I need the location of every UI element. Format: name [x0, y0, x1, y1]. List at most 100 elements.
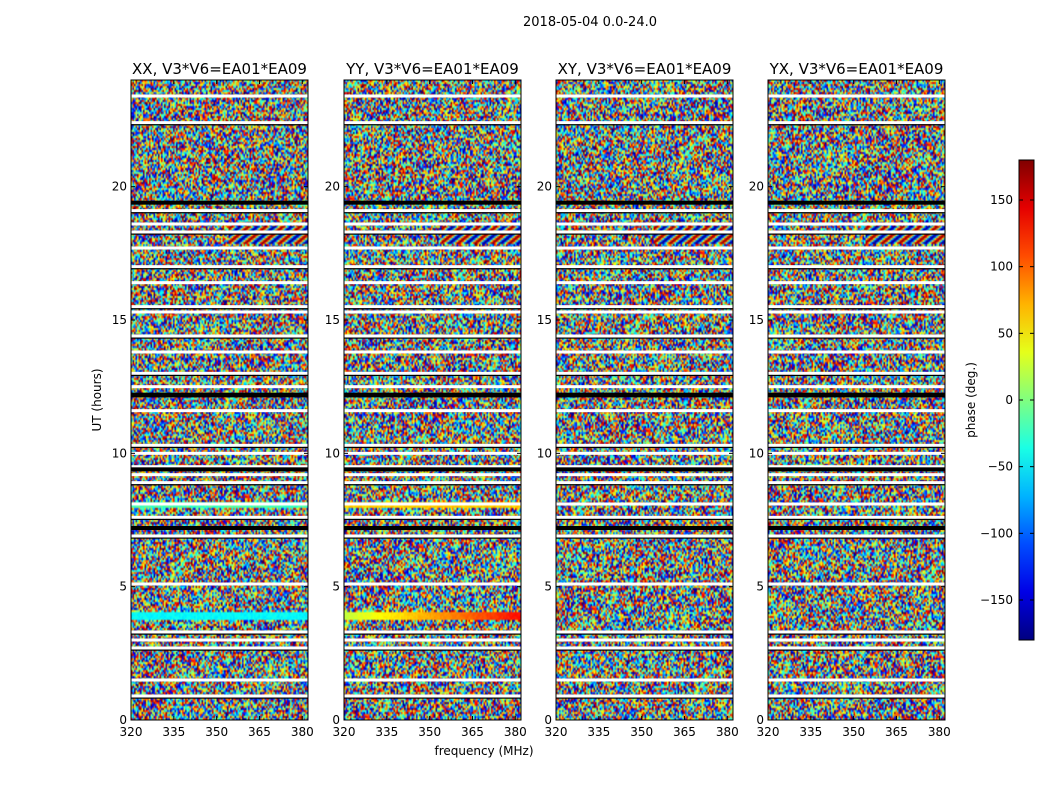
y-tick-label: 10: [537, 446, 552, 460]
x-tick-label: 365: [673, 725, 696, 739]
flagged-band: [556, 305, 733, 309]
x-axis-label: frequency (MHz): [434, 744, 533, 758]
flagged-band: [556, 350, 733, 354]
flagged-band: [768, 385, 945, 389]
flagged-band: [768, 230, 945, 234]
x-tick-label: 320: [545, 725, 568, 739]
flagged-edge: [768, 396, 945, 398]
flagged-edge: [344, 446, 521, 449]
flagged-band: [344, 209, 521, 213]
gap-band: [131, 200, 308, 205]
gap-band: [556, 526, 733, 530]
flagged-band: [344, 222, 521, 226]
phase-heatmap: [768, 80, 945, 720]
flagged-band: [131, 222, 308, 226]
gap-band: [768, 392, 945, 397]
flagged-band: [556, 310, 733, 314]
x-tick-label: 320: [757, 725, 780, 739]
panel-3: YX, V3*V6=EA01*EA09 320 335 350 365 380 0 5 10 15…: [749, 60, 951, 739]
phase-heatmap: [556, 80, 733, 720]
flagged-edge: [344, 268, 521, 270]
flagged-band: [768, 473, 945, 477]
gap-band: [768, 200, 945, 205]
y-tick-label: 20: [537, 180, 552, 194]
y-tick-label: 20: [112, 180, 127, 194]
flagged-edge: [768, 633, 945, 635]
flagged-band: [556, 281, 733, 285]
flagged-band: [556, 385, 733, 389]
panel-frame: [767, 79, 946, 721]
y-tick-label: 10: [112, 446, 127, 460]
flagged-edge: [131, 484, 308, 486]
flagged-edge: [556, 268, 733, 270]
gap-band: [344, 392, 521, 397]
flagged-edge: [131, 446, 308, 449]
flagged-edge: [344, 484, 521, 486]
flagged-edge: [344, 537, 521, 539]
y-tick-label: 0: [544, 713, 552, 727]
colorbar-label: phase (deg.): [964, 362, 978, 438]
flagged-edge: [131, 633, 308, 635]
flagged-edge: [344, 233, 521, 235]
panel-2: XY, V3*V6=EA01*EA09 320 335 350 365 380 0 5 10 15…: [537, 60, 739, 739]
flagged-edge: [556, 649, 733, 651]
flagged-band: [344, 409, 521, 413]
flagged-edge: [131, 233, 308, 235]
flagged-band: [768, 481, 945, 485]
x-tick-label: 320: [333, 725, 356, 739]
colorbar-tick-label: 150: [990, 193, 1013, 207]
flagged-edge: [131, 649, 308, 651]
flagged-band: [768, 310, 945, 314]
panel-title: XY, V3*V6=EA01*EA09: [558, 60, 732, 78]
flagged-band: [131, 281, 308, 285]
flagged-band: [556, 473, 733, 477]
flagged-band: [768, 515, 945, 519]
colorbar-tick-label: 50: [998, 326, 1013, 340]
flagged-edge: [768, 446, 945, 449]
flagged-band: [344, 481, 521, 485]
flagged-edge: [131, 518, 308, 521]
panel-0: XX, V3*V6=EA01*EA09 320 335 350 365 380 0 5 10 15…: [112, 60, 314, 739]
x-tick-label: 350: [842, 725, 865, 739]
flagged-band: [344, 694, 521, 698]
flagged-band: [131, 305, 308, 309]
flagged-band: [131, 473, 308, 477]
flagged-band: [556, 334, 733, 338]
flagged-band: [556, 94, 733, 98]
y-tick-label: 10: [749, 446, 764, 460]
flagged-band: [131, 646, 308, 650]
flagged-edge: [131, 697, 308, 699]
x-tick-label: 350: [418, 725, 441, 739]
x-tick-label: 365: [248, 725, 271, 739]
flagged-edge: [556, 374, 733, 377]
panel-frame: [343, 79, 522, 721]
flagged-band: [131, 310, 308, 314]
flagged-band: [344, 94, 521, 98]
x-tick-label: 335: [375, 725, 398, 739]
y-axis-label: UT (hours): [90, 368, 104, 431]
gap-band: [131, 526, 308, 530]
flagged-band: [131, 371, 308, 375]
flagged-band: [768, 121, 945, 125]
flagged-band: [131, 515, 308, 519]
flagged-edge: [131, 308, 308, 310]
flagged-edge: [344, 697, 521, 699]
flagged-band: [768, 350, 945, 354]
flagged-band: [768, 638, 945, 642]
flagged-band: [768, 451, 945, 455]
x-tick-label: 380: [504, 725, 527, 739]
flagged-band: [556, 678, 733, 682]
flagged-edge: [768, 268, 945, 270]
flagged-edge: [556, 537, 733, 539]
flagged-band: [344, 630, 521, 634]
flagged-edge: [768, 537, 945, 539]
flagged-band: [131, 451, 308, 455]
colorbar: −150 −100 −50 0 50 100 150: [980, 159, 1035, 641]
flagged-band: [768, 371, 945, 375]
flagged-edge: [556, 212, 733, 214]
flagged-band: [131, 409, 308, 413]
flagged-band: [556, 209, 733, 213]
panels: XX, V3*V6=EA01*EA09 320 335 350 365 380 0 5 10 15…: [112, 60, 951, 739]
flagged-band: [344, 371, 521, 375]
